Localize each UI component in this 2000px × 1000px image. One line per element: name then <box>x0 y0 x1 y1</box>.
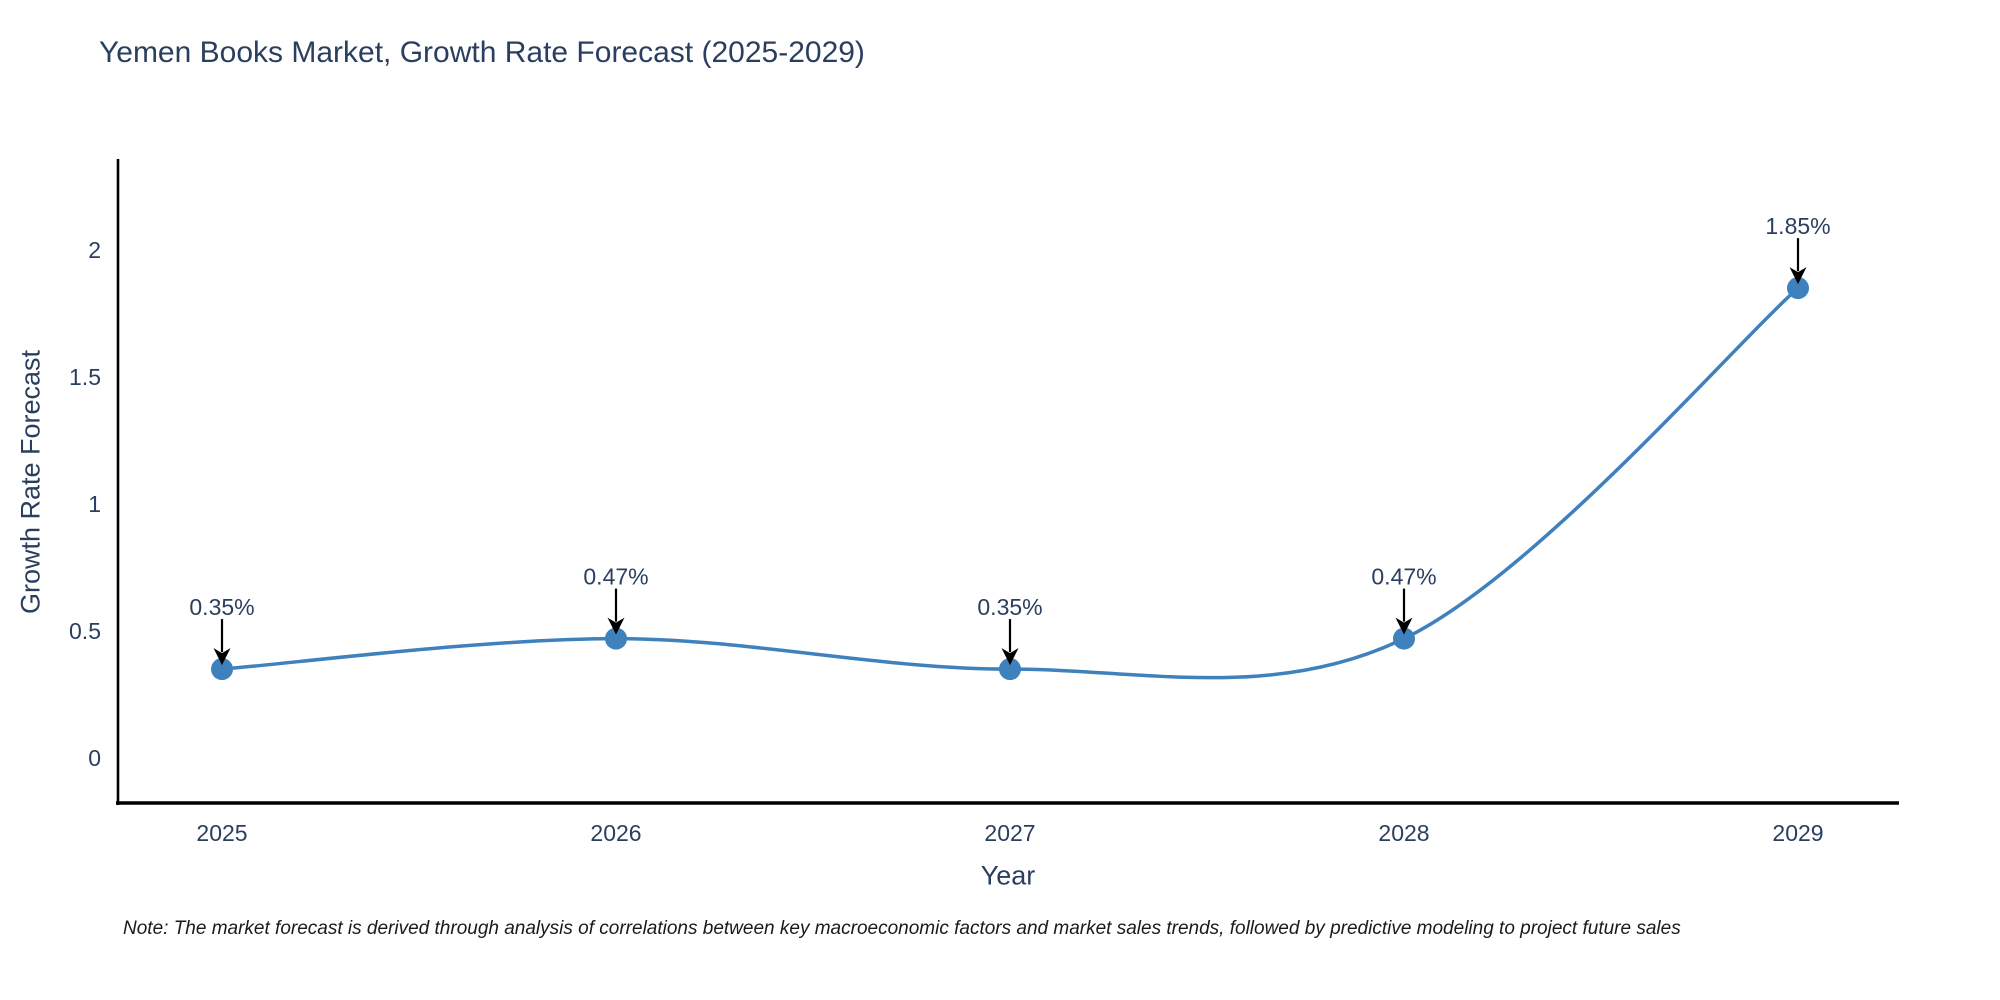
annotation-arrowhead-icon <box>607 617 625 635</box>
footnote: Note: The market forecast is derived thr… <box>123 918 1681 939</box>
annotation-arrowhead-icon <box>1789 267 1807 285</box>
data-point-2026 <box>605 627 627 650</box>
y-axis-title: Growth Rate Forecast <box>15 349 46 615</box>
y-tick-label: 0 <box>88 745 101 771</box>
data-point-2028 <box>1393 627 1415 650</box>
x-tick-label: 2028 <box>1378 820 1429 846</box>
point-value-label: 0.35% <box>189 594 254 620</box>
y-tick-label: 2 <box>88 237 101 263</box>
y-tick-label: 0.5 <box>69 618 101 644</box>
annotation-arrowhead-icon <box>1001 648 1019 666</box>
data-point-2029 <box>1787 277 1809 300</box>
data-point-2027 <box>999 658 1021 681</box>
data-point-2025 <box>211 658 233 681</box>
x-axis-title: Year <box>980 860 1036 891</box>
x-tick-label: 2029 <box>1772 820 1823 846</box>
annotation-arrowhead-icon <box>1395 617 1413 635</box>
x-tick-label: 2025 <box>196 820 247 846</box>
annotation-arrowhead-icon <box>213 648 231 666</box>
x-tick-label: 2027 <box>984 820 1035 846</box>
point-value-label: 0.35% <box>977 594 1042 620</box>
point-value-label: 0.47% <box>1371 564 1436 590</box>
x-tick-label: 2026 <box>590 820 641 846</box>
y-tick-label: 1 <box>88 491 101 517</box>
series-line <box>220 286 1800 680</box>
y-tick-label: 1.5 <box>69 364 101 390</box>
point-value-label: 0.47% <box>583 564 648 590</box>
point-value-label: 1.85% <box>1765 213 1830 239</box>
chart-title: Yemen Books Market, Growth Rate Forecast… <box>99 36 865 69</box>
